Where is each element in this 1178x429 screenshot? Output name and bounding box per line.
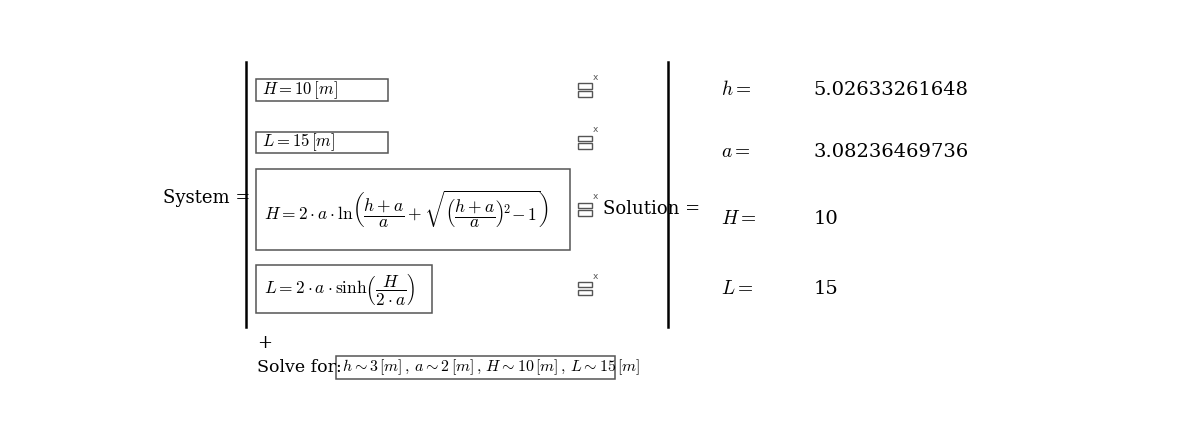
Bar <box>578 91 593 97</box>
Bar <box>578 290 593 295</box>
Bar <box>336 356 615 379</box>
Bar <box>578 211 593 216</box>
Text: $a =$: $a =$ <box>721 142 750 160</box>
Bar <box>578 83 593 89</box>
Text: $L = 15\,[m]$: $L = 15\,[m]$ <box>262 131 335 153</box>
Text: x: x <box>593 272 598 281</box>
Bar <box>256 132 388 153</box>
Text: $h =$: $h =$ <box>721 81 752 100</box>
Bar <box>578 143 593 149</box>
Text: $H = 2 \cdot a \cdot \ln\!\left(\dfrac{h+a}{a} + \sqrt{\left(\dfrac{h+a}{a}\righ: $H = 2 \cdot a \cdot \ln\!\left(\dfrac{h… <box>264 188 549 230</box>
Bar <box>578 282 593 287</box>
Text: 10: 10 <box>814 210 839 228</box>
Text: Solve for:: Solve for: <box>257 359 342 376</box>
Text: +: + <box>257 333 272 351</box>
Text: 5.02633261648: 5.02633261648 <box>814 81 968 99</box>
Text: $H =$: $H =$ <box>721 210 756 228</box>
Text: x: x <box>593 125 598 134</box>
Bar <box>578 136 593 141</box>
Text: $H = 10\,[m]$: $H = 10\,[m]$ <box>262 79 338 101</box>
Bar <box>256 169 570 250</box>
Text: x: x <box>593 73 598 82</box>
Bar <box>256 79 388 101</box>
Text: $h \sim 3\,[m]\,,\, a \sim 2\,[m]\,,\, H \sim 10\,[m]\,,\, L \sim 15\,[m]$: $h \sim 3\,[m]\,,\, a \sim 2\,[m]\,,\, H… <box>342 357 640 377</box>
Text: Solution =: Solution = <box>603 200 700 218</box>
Text: $L =$: $L =$ <box>721 280 754 298</box>
Text: System =: System = <box>163 189 250 207</box>
Text: 3.08236469736: 3.08236469736 <box>814 142 969 160</box>
Text: x: x <box>593 192 598 201</box>
Bar <box>256 265 432 312</box>
Bar <box>578 203 593 208</box>
Text: 15: 15 <box>814 280 839 298</box>
Text: $L = 2 \cdot a \cdot \sinh\!\left(\dfrac{H}{2 \cdot a}\right)$: $L = 2 \cdot a \cdot \sinh\!\left(\dfrac… <box>264 271 415 307</box>
